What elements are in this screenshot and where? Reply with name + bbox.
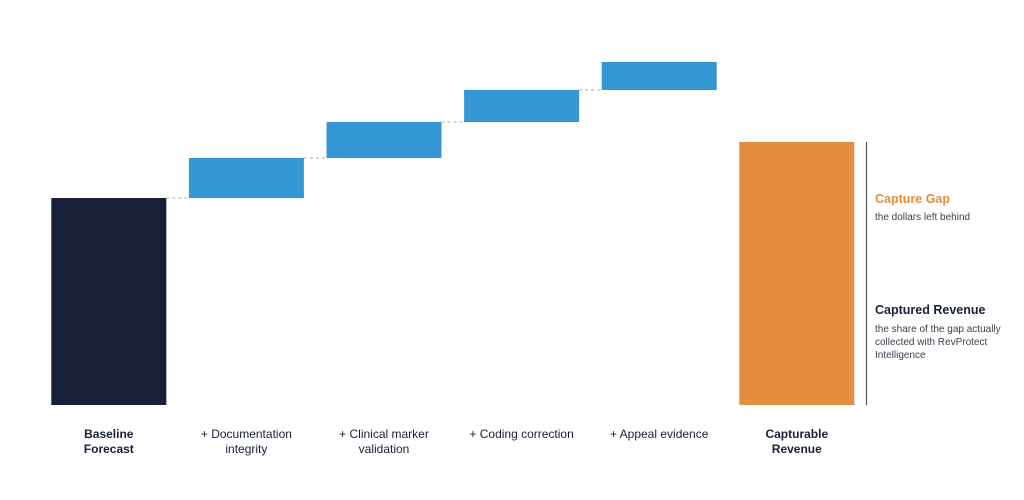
x-tick-label: + Appeal evidence — [609, 427, 709, 441]
bar — [326, 122, 442, 158]
annotation-text: the share of the gap actually collected … — [875, 324, 1001, 361]
annotation-title: Captured Revenue — [875, 303, 986, 317]
x-tick-label: + Coding correction — [469, 427, 574, 441]
x-tick-label: Capturable Revenue — [765, 427, 829, 456]
bar — [739, 142, 855, 405]
bar — [601, 62, 717, 90]
x-tick-label: + Documentation integrity — [200, 427, 292, 456]
bar — [188, 158, 304, 198]
bar — [51, 198, 167, 405]
annotation-text: the dollars left behind — [875, 212, 971, 223]
x-tick-label: + Clinical marker validation — [339, 427, 429, 456]
annotation-title: Capture Gap — [875, 192, 951, 206]
bar — [464, 90, 580, 122]
x-tick-label: Baseline Forecast — [83, 427, 134, 456]
